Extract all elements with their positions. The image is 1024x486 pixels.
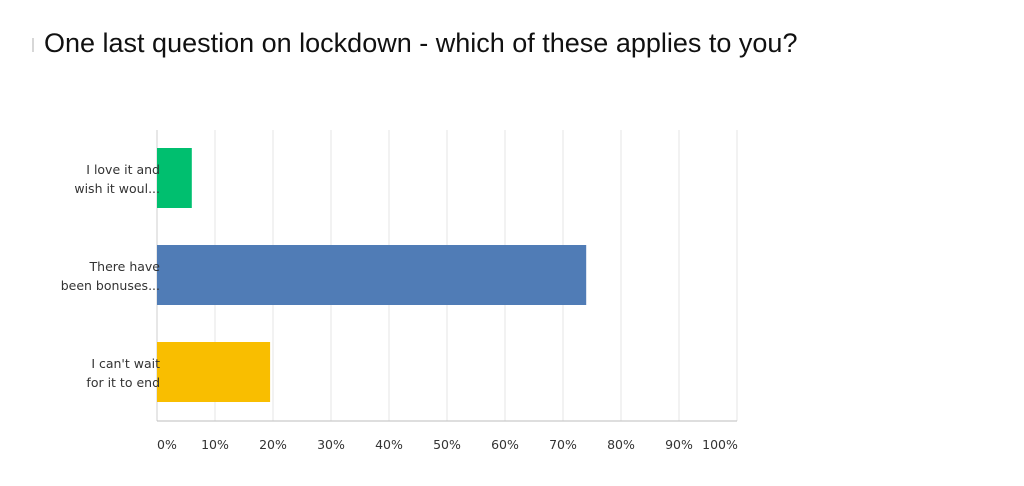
bar — [157, 148, 192, 208]
tick-label: 80% — [607, 437, 635, 452]
category-label: There have been bonuses... — [61, 259, 161, 293]
tick-label: 100% — [702, 437, 738, 452]
tick-label: 0% — [157, 437, 177, 452]
tick-label: 50% — [433, 437, 461, 452]
tick-label: 40% — [375, 437, 403, 452]
tick-label: 10% — [201, 437, 229, 452]
tick-label: 90% — [665, 437, 693, 452]
tick-label: 30% — [317, 437, 345, 452]
tick-label: 70% — [549, 437, 577, 452]
tick-label: 20% — [259, 437, 287, 452]
chart-title: One last question on lockdown - which of… — [44, 28, 798, 58]
bar — [157, 245, 587, 305]
bar — [157, 342, 271, 402]
category-label: I can't wait for it to end — [86, 356, 160, 390]
category-label: I love it and wish it woul... — [74, 162, 160, 196]
title-marker — [32, 38, 34, 52]
tick-label: 60% — [491, 437, 519, 452]
